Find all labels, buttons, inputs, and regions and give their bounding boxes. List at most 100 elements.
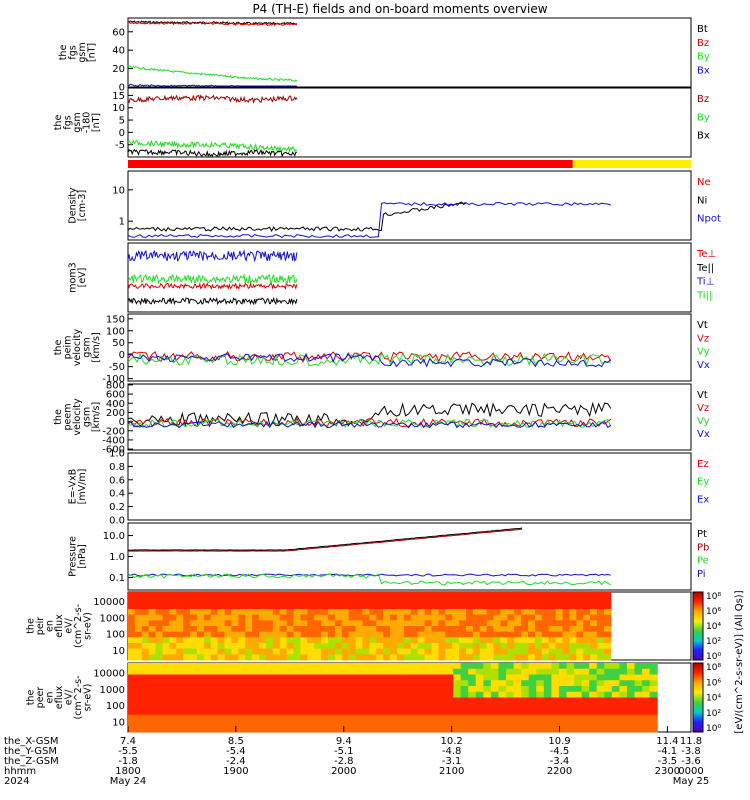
heat-cell — [341, 592, 350, 599]
heat-cell — [162, 597, 170, 604]
ylabel-line: the — [53, 115, 64, 131]
heat-cell — [430, 691, 439, 698]
heat-cell — [551, 686, 560, 693]
heat-cell — [309, 703, 318, 710]
heat-cell — [241, 668, 250, 675]
heat-cell — [506, 726, 515, 733]
heat-cell — [513, 668, 522, 675]
heat-cell — [483, 663, 492, 670]
heat-cell — [410, 654, 419, 661]
heat-cell — [203, 668, 212, 675]
heat-cell — [245, 620, 253, 627]
heat-cell — [348, 592, 357, 599]
heat-cell — [574, 720, 583, 727]
heat-cell — [180, 668, 189, 675]
heat-cell — [543, 714, 552, 721]
heat-cell — [410, 597, 419, 604]
heat-cell — [272, 620, 281, 627]
heat-cell — [483, 703, 492, 710]
series-line — [127, 573, 612, 586]
heat-cell — [286, 654, 295, 661]
heat-cell — [301, 703, 310, 710]
heat-cell — [483, 668, 492, 675]
heat-cell — [238, 654, 246, 661]
heat-cell — [355, 620, 363, 627]
heat-cell — [558, 680, 567, 687]
xaxis-value: 7.4 — [120, 736, 136, 747]
heat-cell — [541, 631, 550, 638]
heat-cell — [233, 668, 242, 675]
heat-cell — [169, 592, 177, 599]
heat-cell — [217, 631, 226, 638]
heat-cell — [576, 626, 584, 633]
heat-cell — [286, 709, 295, 716]
heat-cell — [396, 654, 405, 661]
heat-cell — [562, 643, 570, 650]
heat-cell — [642, 668, 651, 675]
colorbar-tick: 10⁶ — [706, 678, 721, 688]
heat-cell — [569, 609, 577, 616]
heat-cell — [548, 643, 557, 650]
colorbar-tick: 10⁰ — [706, 724, 721, 734]
heat-cell — [465, 631, 474, 638]
heat-cell — [265, 620, 274, 627]
ylabel-line: gsm — [82, 407, 93, 427]
heat-cell — [521, 668, 530, 675]
heat-cell — [431, 603, 439, 610]
heat-cell — [150, 686, 159, 693]
heat-cell — [143, 709, 152, 716]
heat-cell — [422, 663, 431, 670]
heat-cell — [400, 726, 409, 733]
heat-cell — [460, 726, 469, 733]
heat-cell — [465, 654, 474, 661]
heat-cell — [183, 620, 191, 627]
heat-cell — [555, 597, 563, 604]
heat-cell — [217, 597, 226, 604]
heat-cell — [259, 592, 267, 599]
heat-cell — [190, 648, 198, 655]
ytick-label: 10000 — [93, 597, 125, 608]
heat-cell — [210, 603, 219, 610]
heat-cell — [551, 703, 560, 710]
heat-cell — [562, 597, 570, 604]
heat-cell — [590, 620, 598, 627]
heat-cell — [150, 703, 159, 710]
heat-cell — [385, 726, 394, 733]
heat-cell — [328, 631, 336, 638]
heat-cell — [410, 643, 419, 650]
heat-cell — [307, 654, 315, 661]
heat-cell — [259, 643, 267, 650]
heat-cell — [460, 674, 469, 681]
heat-cell — [576, 643, 584, 650]
heat-cell — [224, 603, 232, 610]
heat-cell — [555, 626, 563, 633]
heat-cell — [377, 726, 386, 733]
heat-cell — [309, 697, 318, 704]
heat-cell — [265, 609, 274, 616]
heat-cell — [459, 654, 467, 661]
heat-cell — [541, 597, 550, 604]
heat-cell — [233, 680, 242, 687]
heat-cell — [324, 691, 333, 698]
heat-cell — [574, 714, 583, 721]
heat-cell — [141, 648, 150, 655]
heat-cell — [314, 637, 322, 644]
heat-cell — [626, 697, 636, 704]
heat-cell — [642, 714, 651, 721]
heat-cell — [498, 726, 507, 733]
heat-cell — [521, 603, 529, 610]
ylabel-line: (cm^2-s- — [73, 604, 84, 648]
heat-cell — [603, 626, 612, 633]
heat-cell — [536, 674, 545, 681]
heat-cell — [173, 674, 182, 681]
heat-cell — [143, 714, 152, 721]
heat-cell — [150, 709, 159, 716]
heat-cell — [265, 592, 274, 599]
heat-cell — [596, 703, 605, 710]
heat-cell — [460, 691, 469, 698]
heat-cell — [619, 714, 628, 721]
heat-cell — [407, 720, 416, 727]
heat-cell — [555, 609, 563, 616]
heat-cell — [332, 726, 341, 733]
heat-cell — [465, 597, 474, 604]
